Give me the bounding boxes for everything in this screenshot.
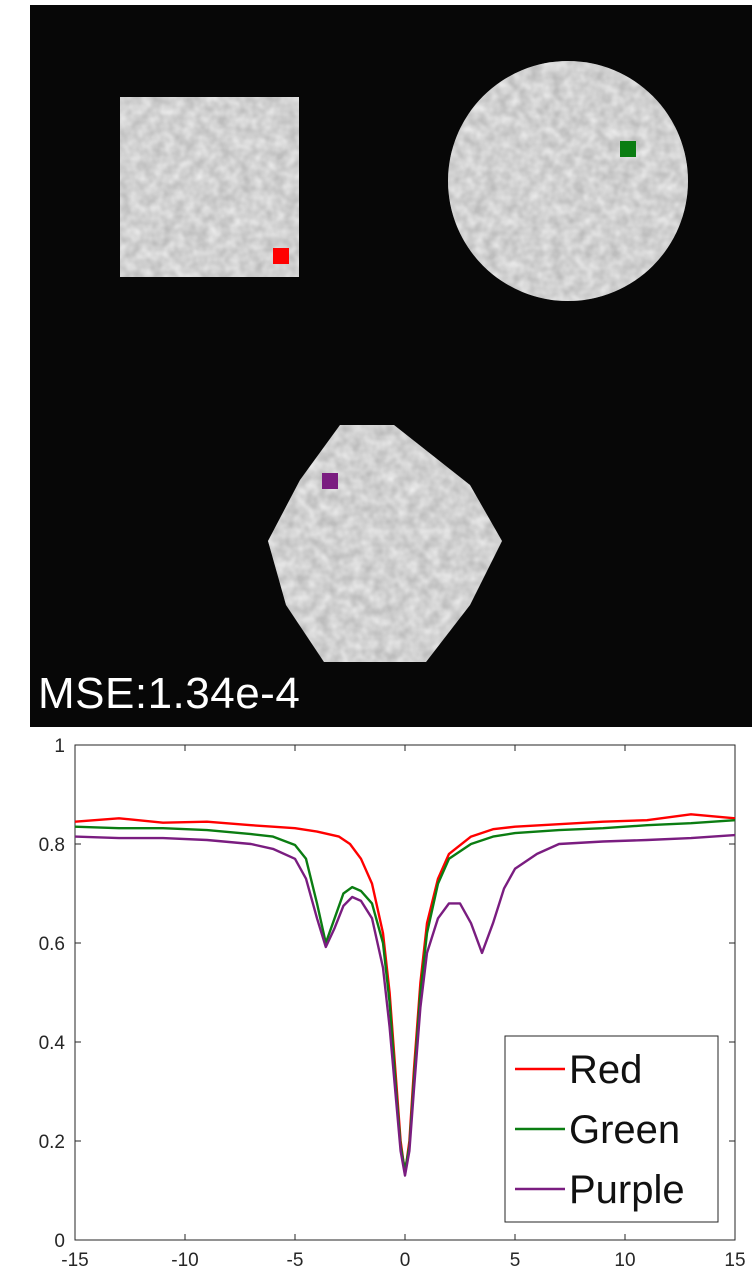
line-chart: -15 -10 -5 0 5 10 15 0 0.2 0.4 0.6 0.8 1 Red Green Pur… bbox=[39, 736, 746, 1271]
y-tick-label: 1 bbox=[54, 736, 65, 757]
x-tick-label: 5 bbox=[510, 1250, 521, 1271]
series-line-green bbox=[74, 819, 736, 1172]
series-lines bbox=[74, 813, 736, 1177]
phantom-image bbox=[120, 61, 688, 662]
mse-label: MSE:1.34e-4 bbox=[38, 669, 301, 718]
y-tick-label: 0.6 bbox=[39, 934, 65, 955]
y-tick-label: 0.8 bbox=[39, 835, 65, 856]
y-tick-label: 0.2 bbox=[39, 1132, 65, 1153]
y-tick-label: 0.4 bbox=[39, 1033, 66, 1054]
green-marker bbox=[620, 141, 636, 157]
x-tick-label: 15 bbox=[724, 1250, 745, 1271]
phantom-square bbox=[120, 97, 299, 277]
legend-label-purple: Purple bbox=[569, 1168, 685, 1212]
phantom-circle bbox=[448, 61, 688, 301]
x-tick-label: -15 bbox=[61, 1250, 88, 1271]
purple-marker bbox=[322, 473, 338, 489]
phantom-image-panel: MSE:1.34e-4 bbox=[30, 5, 752, 727]
y-tick-label: 0 bbox=[54, 1231, 65, 1252]
x-tick-label: 10 bbox=[614, 1250, 635, 1271]
legend-label-red: Red bbox=[569, 1048, 642, 1092]
series-line-purple bbox=[74, 833, 736, 1177]
x-tick-label: 0 bbox=[400, 1250, 411, 1271]
legend: Red Green Purple bbox=[504, 1035, 719, 1223]
red-marker bbox=[273, 248, 289, 264]
x-tick-label: -10 bbox=[171, 1250, 198, 1271]
phantom-octagon bbox=[268, 425, 502, 662]
x-tick-label: -5 bbox=[287, 1250, 304, 1271]
legend-label-green: Green bbox=[569, 1108, 680, 1152]
